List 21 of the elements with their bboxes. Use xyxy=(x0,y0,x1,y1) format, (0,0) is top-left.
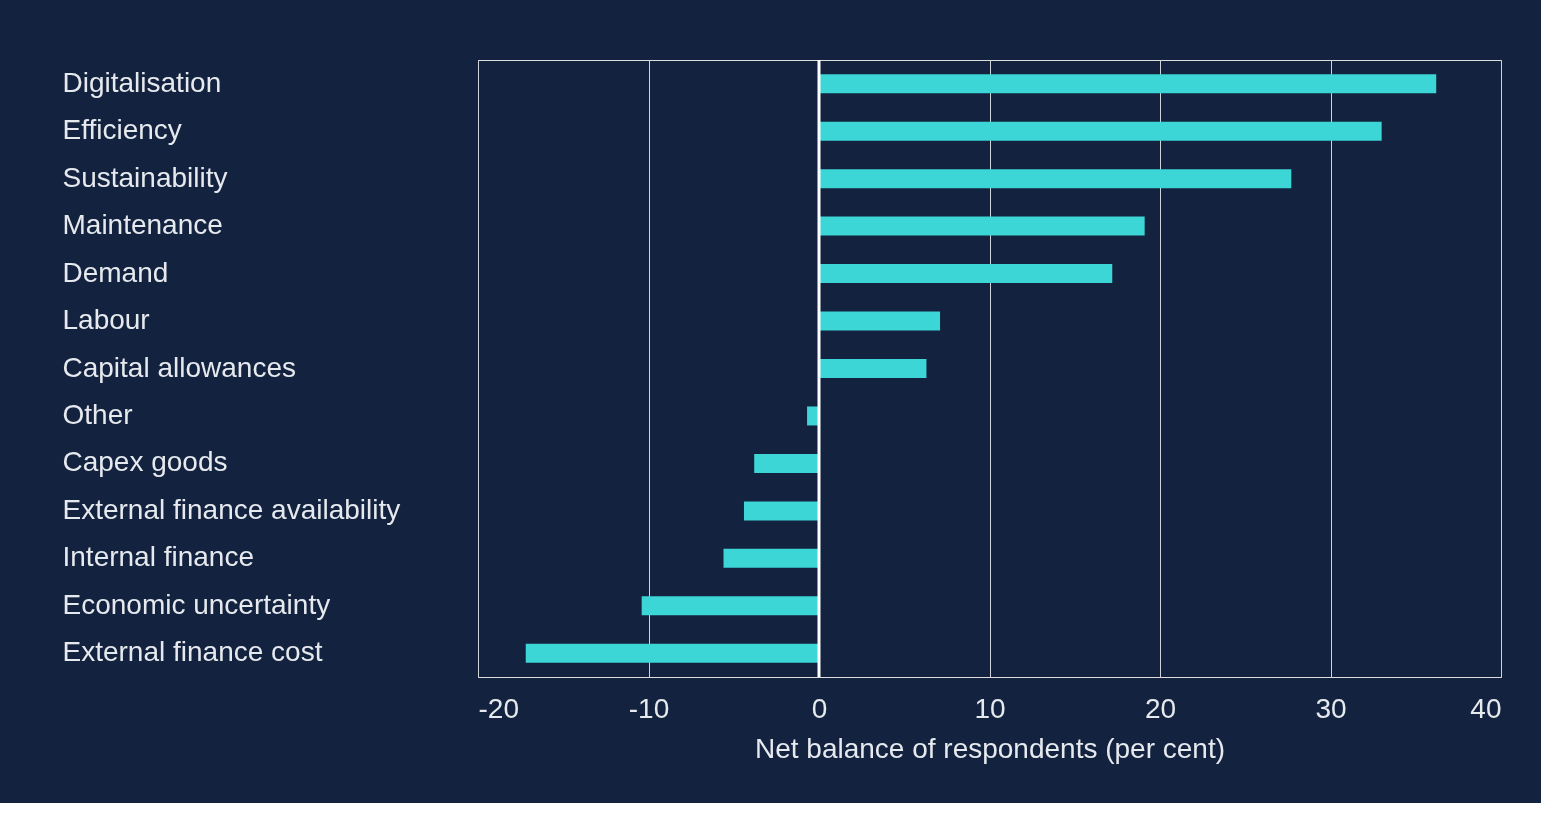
y-tick-label: External finance availability xyxy=(62,493,401,525)
y-tick-label: External finance cost xyxy=(62,636,323,668)
x-tick-label: 40 xyxy=(1470,692,1502,724)
y-tick-label: Internal finance xyxy=(62,541,254,573)
x-tick-label: 10 xyxy=(974,692,1006,724)
y-tick-label: Digitalisation xyxy=(62,66,222,98)
y-tick-label: Economic uncertainty xyxy=(62,588,331,620)
x-tick-label: 0 xyxy=(811,692,828,724)
y-tick-label: Demand xyxy=(62,256,169,288)
y-tick-label: Other xyxy=(62,398,133,430)
y-tick-label: Capex goods xyxy=(62,446,228,478)
x-axis-title: Net balance of respondents (per cent) xyxy=(754,732,1226,764)
x-tick-label: 20 xyxy=(1144,692,1177,724)
y-tick-label: Sustainability xyxy=(62,161,228,193)
y-tick-label: Maintenance xyxy=(62,209,223,241)
x-tick-label: -20 xyxy=(478,692,519,724)
x-tick-label: -10 xyxy=(628,692,670,724)
y-tick-label: Capital allowances xyxy=(62,351,296,383)
x-tick-label: 30 xyxy=(1315,692,1347,724)
y-tick-label: Labour xyxy=(62,304,150,336)
y-tick-label: Efficiency xyxy=(62,114,182,146)
